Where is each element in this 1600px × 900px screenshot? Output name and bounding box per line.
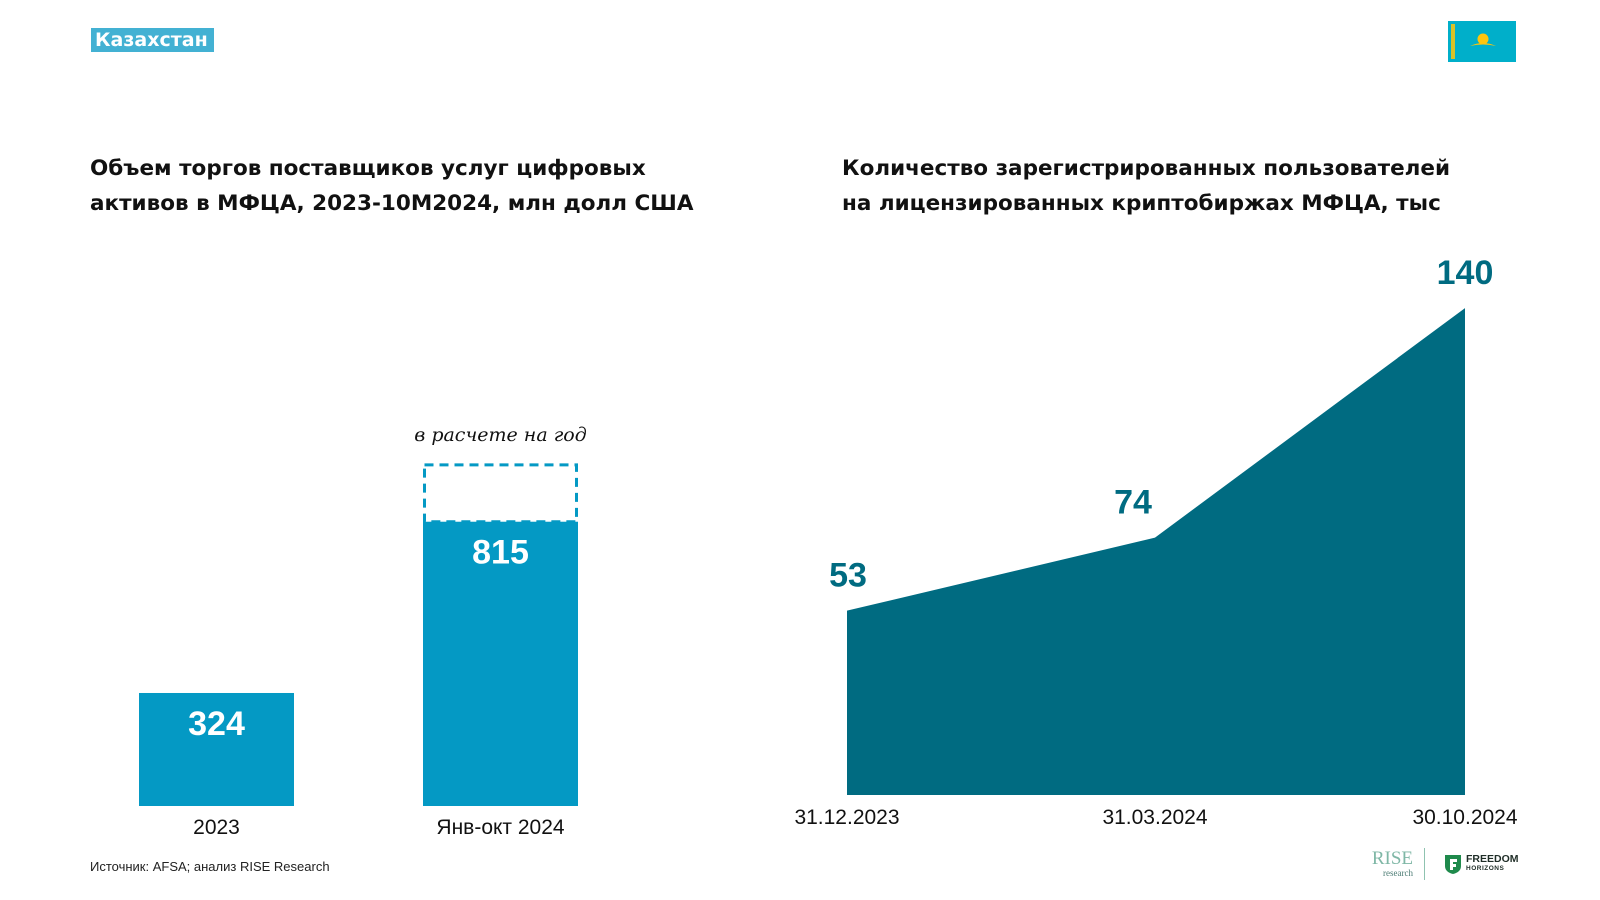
- freedom-logo-subtext: HORIZONS: [1466, 865, 1505, 872]
- rise-logo-text: RISE: [1371, 848, 1413, 869]
- country-tag: Казахстан: [91, 28, 214, 52]
- right-chart-title-line: на лицензированных криптобиржах МФЦА, ты…: [842, 191, 1441, 216]
- point-value-label: 140: [1437, 254, 1494, 292]
- x-tick-label: 30.10.2024: [1412, 806, 1517, 829]
- bar-value-label: 324: [188, 705, 245, 743]
- rise-research-logo: RISE research: [1368, 848, 1413, 878]
- x-tick-label: 2023: [193, 816, 240, 839]
- bar-value-label: 815: [472, 534, 529, 572]
- right-chart-title-line: Количество зарегистрированных пользовате…: [842, 156, 1451, 181]
- bar: [423, 521, 578, 806]
- logo-divider: [1424, 848, 1425, 880]
- left-chart-title-line: Объем торгов поставщиков услуг цифровых: [90, 156, 646, 181]
- x-tick-label: Янв-окт 2024: [436, 816, 565, 839]
- point-value-label: 53: [829, 557, 867, 595]
- projection-outline: [423, 463, 578, 524]
- freedom-horizons-logo: FREEDOM HORIZONS: [1444, 853, 1519, 877]
- point-value-label: 74: [1114, 484, 1152, 522]
- kazakhstan-flag-icon: [1448, 21, 1516, 62]
- source-note: Источник: AFSA; анализ RISE Research: [90, 859, 330, 874]
- x-tick-label: 31.03.2024: [1102, 806, 1207, 829]
- left-chart-title-line: активов в МФЦА, 2023-10М2024, млн долл С…: [90, 191, 694, 216]
- area-series: [847, 308, 1465, 795]
- bar: [139, 692, 294, 806]
- right-chart-title: Количество зарегистрированных пользовате…: [842, 151, 1450, 221]
- projection-label: в расчете на год: [414, 424, 587, 446]
- freedom-logo-text: FREEDOM: [1466, 853, 1519, 865]
- rise-logo-subtext: research: [1383, 868, 1413, 878]
- left-chart-title: Объем торгов поставщиков услуг цифровых …: [90, 151, 693, 221]
- freedom-shield-icon: [1445, 855, 1461, 874]
- x-tick-label: 31.12.2023: [794, 806, 899, 829]
